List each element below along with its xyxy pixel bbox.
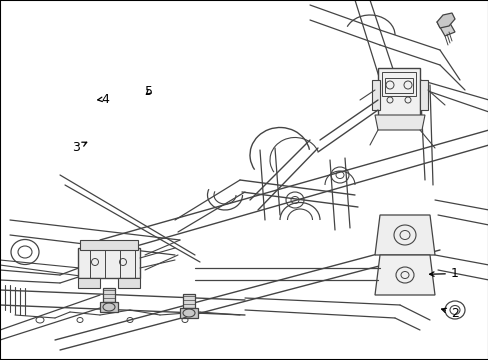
Text: 2: 2 [441,307,458,320]
Polygon shape [436,18,454,36]
Polygon shape [371,80,379,110]
Polygon shape [180,308,198,318]
Bar [384,78,412,93]
Polygon shape [374,255,434,295]
Bar [381,72,415,96]
Polygon shape [419,80,427,110]
Text: 4: 4 [98,93,109,105]
Polygon shape [436,13,454,28]
Polygon shape [118,278,140,288]
Polygon shape [78,278,100,288]
Polygon shape [374,215,434,255]
Polygon shape [80,240,138,250]
Polygon shape [78,248,140,278]
Polygon shape [183,294,195,308]
Text: 5: 5 [145,85,153,98]
Text: 3: 3 [72,141,86,154]
Polygon shape [377,68,419,125]
Polygon shape [100,302,118,312]
Text: 1: 1 [429,267,458,280]
Polygon shape [374,115,424,130]
Polygon shape [103,288,115,302]
